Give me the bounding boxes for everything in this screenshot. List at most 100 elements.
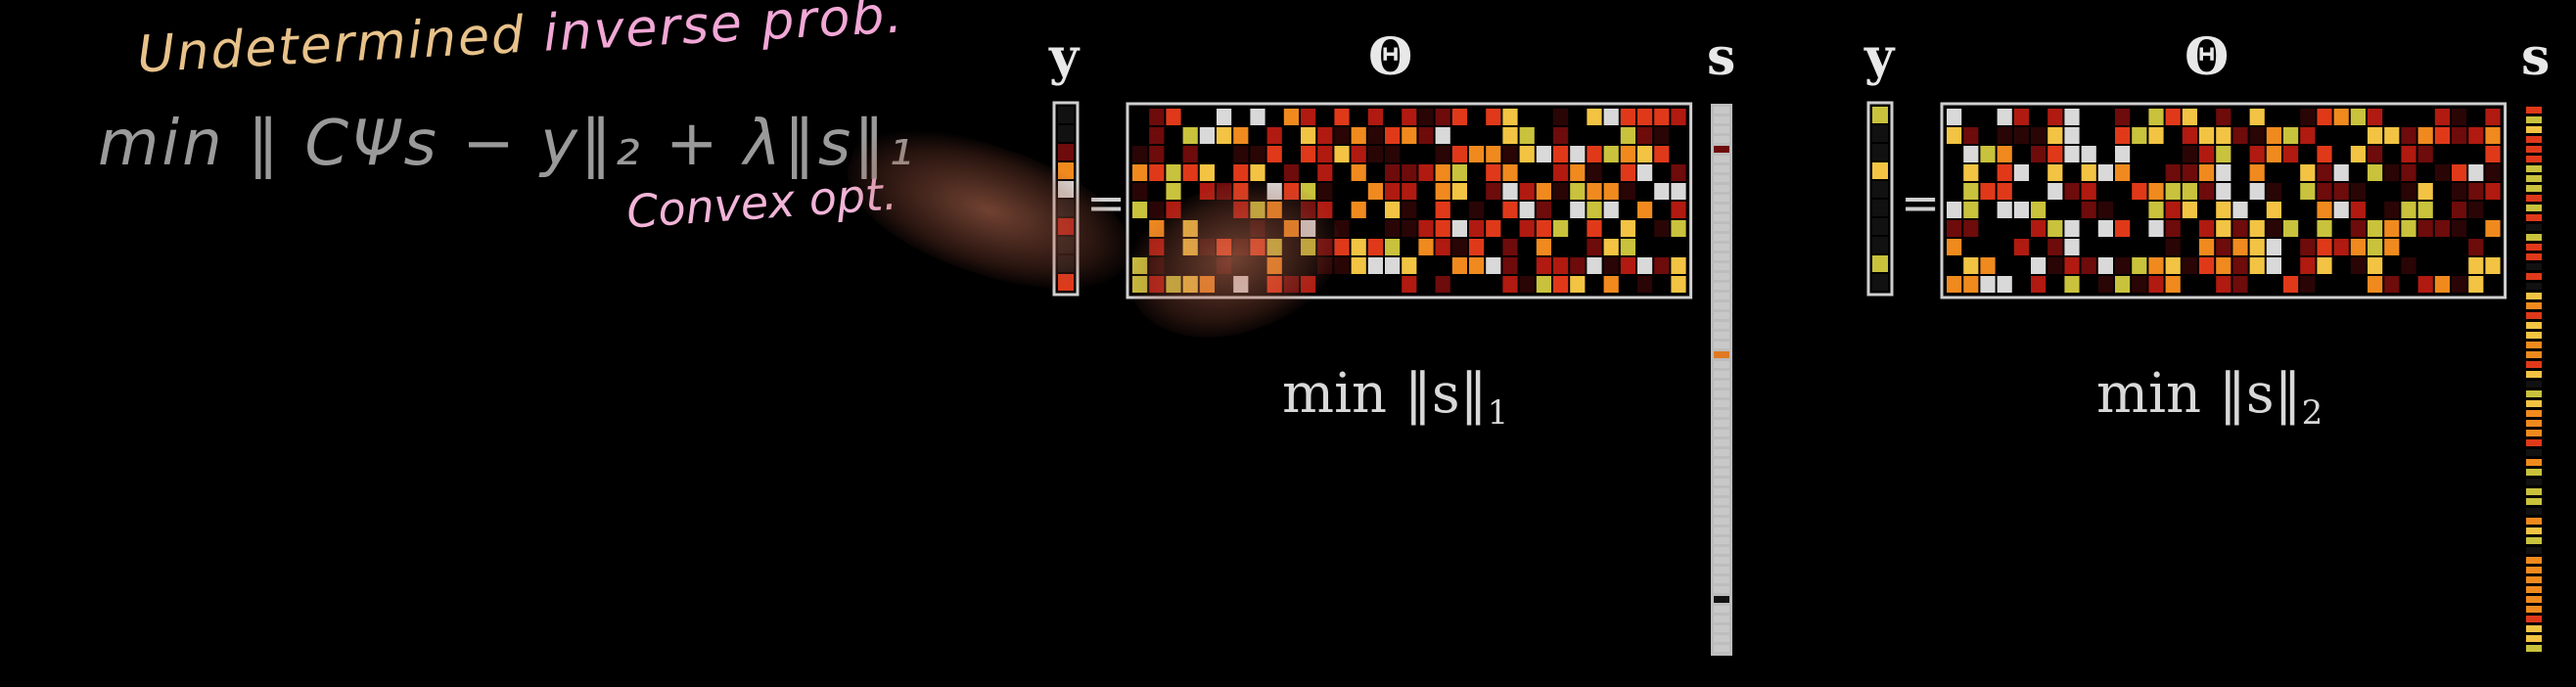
right-s-cell (2526, 576, 2542, 583)
left-theta-cell (1451, 164, 1467, 181)
right-theta-cell (2468, 183, 2484, 200)
left-theta-cell (1351, 127, 1366, 144)
right-theta-cell (2216, 183, 2231, 200)
right-theta-cell (1963, 127, 1979, 144)
left-theta-cell (1250, 109, 1265, 125)
right-theta-cell (2064, 183, 2080, 200)
left-theta-cell (1637, 202, 1653, 218)
left-theta-cell (1519, 220, 1535, 237)
right-theta-cell (1947, 239, 1962, 255)
right-y-cell (1872, 274, 1888, 291)
left-theta-cell (1367, 146, 1383, 162)
left-theta-cell (1671, 220, 1686, 237)
left-theta-cell (1233, 164, 1249, 181)
right-theta-cell (1997, 164, 2012, 181)
left-s-cell (1714, 449, 1729, 456)
left-theta-cell (1519, 146, 1535, 162)
right-theta-cell (1997, 109, 2012, 125)
left-s-cell (1714, 322, 1729, 329)
right-s-cell (2526, 263, 2542, 270)
right-theta-cell (2013, 164, 2029, 181)
right-theta-cell (1947, 127, 1962, 144)
left-theta-cell (1637, 127, 1653, 144)
left-theta-cell (1570, 202, 1586, 218)
right-theta-cell (2047, 220, 2063, 237)
left-theta-cell (1654, 146, 1670, 162)
left-theta-cell (1317, 146, 1333, 162)
right-theta-cell (2097, 276, 2113, 293)
right-theta-cell (2333, 164, 2349, 181)
right-s-cell (2526, 185, 2542, 192)
right-theta-cell (2468, 127, 2484, 144)
left-theta-cell (1536, 202, 1551, 218)
right-theta-cell (2266, 239, 2281, 255)
right-theta-cell (1980, 257, 1996, 274)
left-theta-cell (1570, 146, 1586, 162)
right-theta-cell (2249, 183, 2265, 200)
right-theta-cell (2452, 109, 2467, 125)
left-theta-cell (1402, 109, 1417, 125)
right-theta-cell (2452, 183, 2467, 200)
right-theta-cell (2300, 239, 2316, 255)
right-theta-cell (2317, 202, 2332, 218)
left-s-cell (1714, 332, 1729, 339)
right-s-cell (2526, 518, 2542, 525)
left-s-cell (1714, 175, 1729, 182)
left-s-cell (1714, 420, 1729, 427)
left-theta-cell (1132, 164, 1148, 181)
right-theta-label: Θ (2185, 27, 2230, 87)
left-theta-cell (1620, 239, 1635, 255)
right-theta-cell (2216, 276, 2231, 293)
left-theta-cell (1587, 202, 1602, 218)
left-theta-cell (1402, 220, 1417, 237)
right-theta-cell (2031, 276, 2047, 293)
right-theta-cell (2132, 127, 2147, 144)
left-theta-cell (1451, 146, 1467, 162)
right-s-cell (2526, 351, 2542, 358)
right-s-cell (2526, 645, 2542, 652)
right-theta-cell (2350, 257, 2366, 274)
right-theta-cell (2249, 109, 2265, 125)
right-theta-cell (2199, 164, 2215, 181)
right-theta-cell (2013, 109, 2029, 125)
left-s-cell (1714, 459, 1729, 466)
left-theta-cell (1536, 276, 1551, 293)
left-theta-cell (1486, 146, 1501, 162)
left-s-cell (1714, 635, 1729, 642)
left-theta-cell (1351, 239, 1366, 255)
right-s-cell (2526, 508, 2542, 515)
left-theta-cell (1469, 220, 1485, 237)
left-theta-cell (1132, 183, 1148, 200)
left-theta-cell (1603, 257, 1619, 274)
right-theta-cell (2165, 239, 2181, 255)
right-s-cell (2526, 361, 2542, 368)
right-theta-cell (2417, 202, 2433, 218)
right-theta-cell (2216, 127, 2231, 144)
right-theta-cell (2434, 127, 2450, 144)
right-theta-cell (2064, 220, 2080, 237)
right-theta-cell (2013, 202, 2029, 218)
right-theta-cell (2097, 164, 2113, 181)
left-theta-cell (1402, 127, 1417, 144)
left-theta-cell (1654, 257, 1670, 274)
right-theta-cell (1997, 183, 2012, 200)
right-theta-cell (2182, 164, 2197, 181)
right-theta-cell (2283, 276, 2299, 293)
left-theta-cell (1385, 220, 1401, 237)
left-theta-cell (1385, 146, 1401, 162)
right-theta-cell (2401, 164, 2416, 181)
right-theta-cell (2485, 127, 2501, 144)
right-s-cell (2526, 400, 2542, 407)
right-theta-cell (2384, 127, 2400, 144)
right-y-cell (1872, 125, 1888, 142)
right-theta-cell (2368, 146, 2383, 162)
right-theta-cell (2031, 220, 2047, 237)
right-theta-cell (2013, 127, 2029, 144)
right-theta-cell (2115, 164, 2131, 181)
right-theta-cell (2182, 257, 2197, 274)
right-theta-cell (2317, 146, 2332, 162)
right-theta-cell (2249, 127, 2265, 144)
left-theta-cell (1334, 146, 1350, 162)
left-s-cell (1714, 195, 1729, 202)
right-s-cell (2526, 420, 2542, 427)
